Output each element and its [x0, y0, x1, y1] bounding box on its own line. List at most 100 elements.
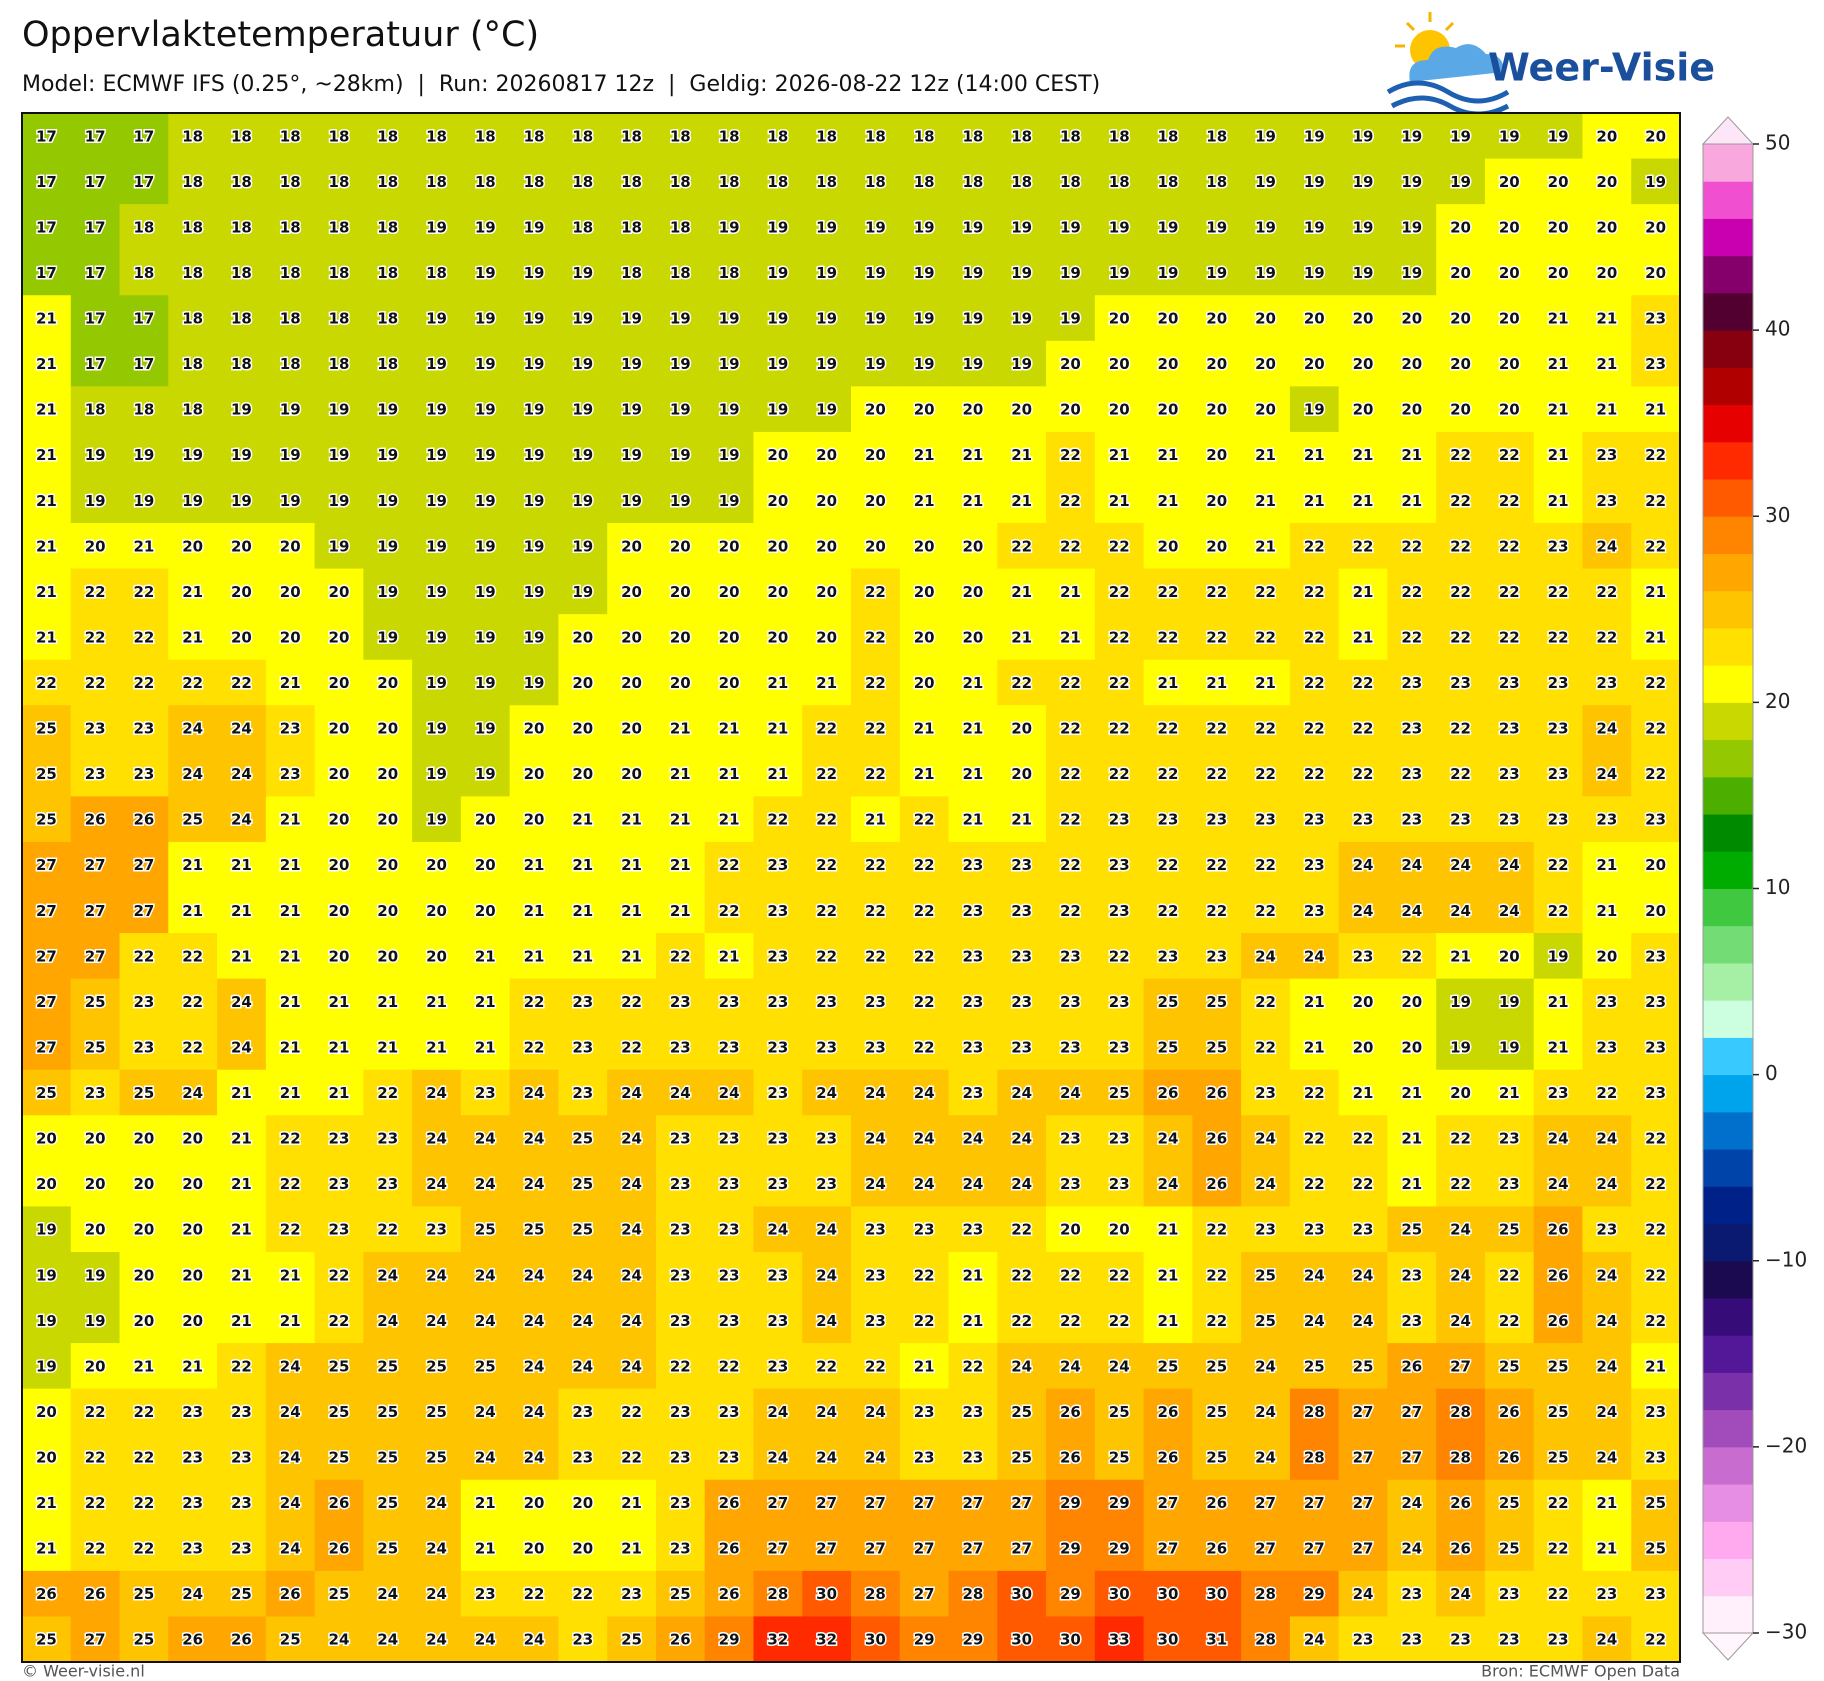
colorbar-segment — [1703, 776, 1753, 815]
temperature-cell — [217, 295, 267, 342]
temperature-cell — [168, 796, 218, 843]
temperature-label: 25 — [133, 1585, 154, 1603]
temperature-label: 23 — [1645, 310, 1666, 328]
temperature-label: 19 — [1548, 127, 1569, 145]
temperature-cell — [1436, 933, 1486, 980]
temperature-cell — [412, 1024, 462, 1071]
temperature-cell — [363, 1069, 413, 1116]
temperature-label: 23 — [231, 1494, 252, 1512]
temperature-label: 17 — [36, 127, 57, 145]
temperature-label: 23 — [767, 1357, 788, 1375]
temperature-cell — [70, 1251, 121, 1299]
temperature-label: 19 — [231, 401, 252, 419]
temperature-cell — [1046, 295, 1096, 342]
temperature-label: 22 — [914, 856, 935, 874]
temperature-label: 20 — [329, 720, 350, 738]
temperature-label: 24 — [1450, 1312, 1471, 1330]
temperature-cell — [1338, 386, 1389, 433]
temperature-label: 26 — [1206, 1130, 1227, 1148]
temperature-cell — [509, 614, 560, 661]
temperature-cell — [1436, 1206, 1486, 1253]
temperature-label: 18 — [670, 127, 691, 145]
temperature-label: 24 — [914, 1084, 935, 1102]
temperature-cell — [851, 568, 901, 615]
temperature-cell — [1387, 158, 1437, 205]
temperature-cell — [753, 1479, 803, 1526]
temperature-cell — [1192, 477, 1242, 524]
temperature-cell — [1631, 249, 1681, 296]
temperature-cell — [314, 431, 364, 479]
temperature-label: 24 — [475, 1130, 496, 1148]
temperature-cell — [1241, 1479, 1291, 1526]
temperature-label: 23 — [1304, 902, 1325, 920]
temperature-cell — [314, 1069, 364, 1116]
temperature-label: 19 — [524, 218, 545, 236]
temperature-label: 18 — [1060, 127, 1081, 145]
temperature-cell — [1582, 1525, 1632, 1572]
temperature-label: 19 — [767, 401, 788, 419]
temperature-cell — [899, 887, 950, 934]
temperature-cell — [22, 933, 72, 980]
temperature-label: 21 — [231, 856, 252, 874]
temperature-label: 22 — [914, 1038, 935, 1056]
temperature-cell — [1387, 249, 1437, 296]
colorbar-tick-label: 10 — [1765, 875, 1790, 899]
temperature-cell — [168, 614, 218, 661]
temperature-label: 22 — [1206, 720, 1227, 738]
temperature-label: 24 — [1596, 720, 1617, 738]
temperature-label: 18 — [377, 218, 398, 236]
temperature-label: 22 — [621, 1448, 642, 1466]
temperature-cell — [70, 113, 121, 160]
temperature-cell — [851, 1570, 901, 1618]
temperature-cell — [1241, 113, 1291, 160]
temperature-cell — [753, 933, 803, 980]
temperature-label: 20 — [182, 537, 203, 555]
temperature-cell — [460, 158, 511, 205]
temperature-label: 21 — [621, 947, 642, 965]
temperature-cell — [70, 523, 121, 570]
temperature-cell — [1241, 614, 1291, 661]
temperature-label: 22 — [231, 674, 252, 692]
temperature-cell — [363, 1479, 413, 1526]
temperature-label: 22 — [719, 902, 740, 920]
temperature-cell — [1046, 796, 1096, 843]
temperature-label: 22 — [1645, 720, 1666, 738]
temperature-cell — [997, 887, 1047, 934]
temperature-cell — [1387, 933, 1437, 980]
temperature-cell — [948, 431, 998, 479]
temperature-label: 23 — [1353, 1631, 1374, 1649]
temperature-label: 23 — [475, 1084, 496, 1102]
temperature-cell — [851, 1160, 901, 1208]
temperature-cell — [1631, 1251, 1681, 1299]
temperature-label: 22 — [1255, 993, 1276, 1011]
temperature-cell — [851, 1251, 901, 1299]
temperature-cell — [1094, 1297, 1145, 1344]
temperature-label: 19 — [1255, 264, 1276, 282]
temperature-cell — [265, 295, 316, 342]
temperature-label: 20 — [1450, 310, 1471, 328]
temperature-cell — [1289, 1434, 1340, 1481]
temperature-label: 21 — [1596, 902, 1617, 920]
temperature-label: 22 — [865, 674, 886, 692]
temperature-cell — [265, 1525, 316, 1572]
temperature-cell — [412, 1069, 462, 1116]
temperature-cell — [460, 659, 511, 706]
temperature-label: 22 — [1304, 720, 1325, 738]
temperature-cell — [1094, 796, 1145, 843]
temperature-cell — [217, 158, 267, 205]
temperature-cell — [412, 568, 462, 615]
temperature-label: 18 — [719, 173, 740, 191]
temperature-cell — [948, 1434, 998, 1481]
temperature-label: 24 — [231, 811, 252, 829]
temperature-label: 24 — [621, 1357, 642, 1375]
temperature-label: 24 — [621, 1130, 642, 1148]
colorbar-tick-label: −30 — [1765, 1620, 1807, 1644]
temperature-label: 25 — [426, 1357, 447, 1375]
temperature-label: 21 — [280, 674, 301, 692]
temperature-cell — [1436, 523, 1486, 570]
temperature-cell — [1436, 796, 1486, 843]
temperature-cell — [1192, 841, 1242, 889]
temperature-cell — [607, 1206, 657, 1253]
temperature-label: 20 — [572, 674, 593, 692]
temperature-cell — [1192, 933, 1242, 980]
